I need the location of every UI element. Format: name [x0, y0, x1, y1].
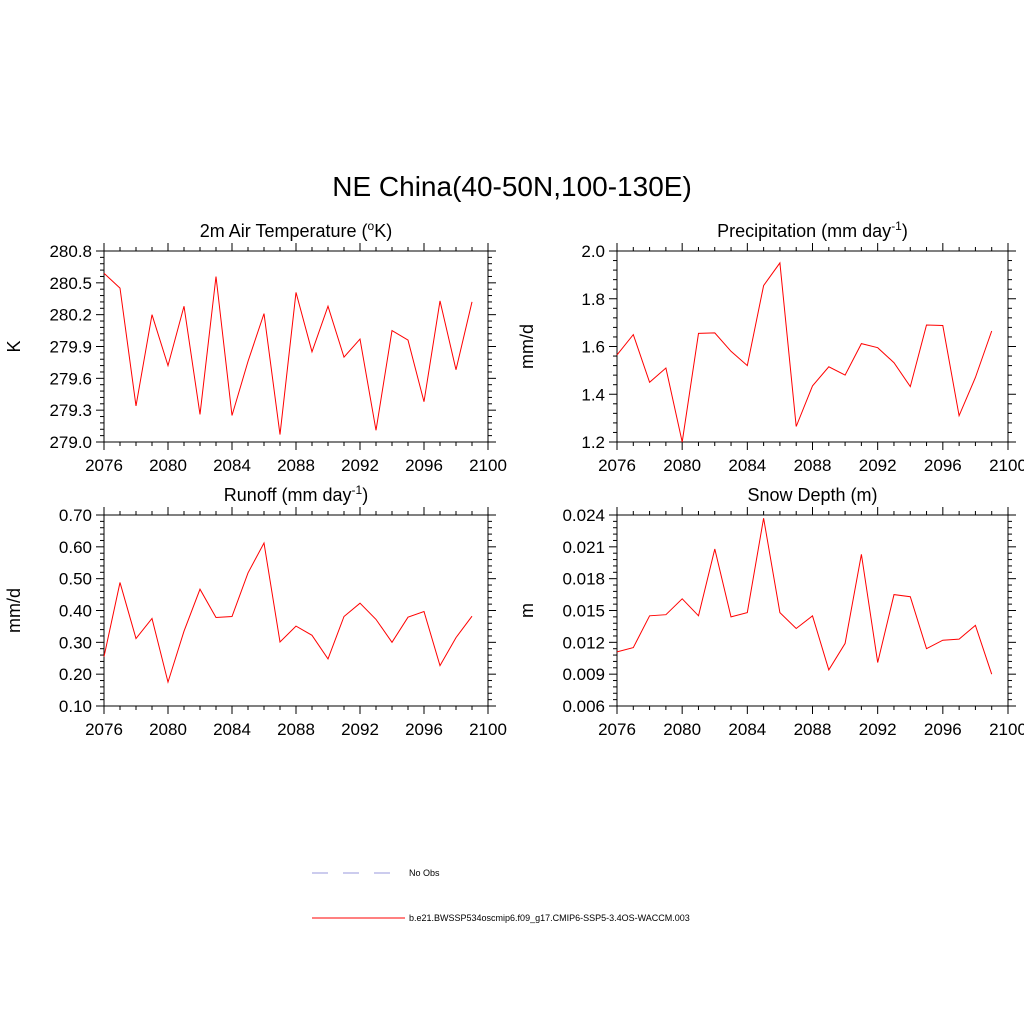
y-tick-label: 1.8: [581, 290, 605, 309]
series-line: [616, 261, 993, 443]
panels: 2m Air Temperature (oK) K 2076 2080 2084 2088…: [4, 219, 1024, 739]
y-tick-label: 280.8: [49, 242, 92, 261]
y-tick-label: 0.20: [59, 665, 92, 684]
y-tick-label: 279.0: [49, 433, 92, 452]
series-line: [103, 272, 473, 435]
x-tick-label: 2088: [794, 720, 832, 739]
panel-title-rest: ): [362, 485, 368, 505]
y-tick-label: 0.006: [562, 697, 605, 716]
y-tick-label: 2.0: [581, 242, 605, 261]
y-axis-label: K: [4, 340, 24, 352]
x-tick-label: 2076: [598, 456, 636, 475]
panel-title-text: Precipitation (mm day: [717, 221, 891, 241]
x-tick-label: 2096: [405, 456, 443, 475]
x-tick-label: 2080: [149, 456, 187, 475]
x-tick-label: 2076: [85, 720, 123, 739]
panel-title-superscript: -1: [352, 483, 363, 497]
y-tick-label: 280.5: [49, 274, 92, 293]
y-tick-label: 0.50: [59, 570, 92, 589]
x-tick-label: 2088: [277, 720, 315, 739]
x-tick-label: 2084: [213, 720, 251, 739]
x-tick-label: 2084: [728, 720, 766, 739]
legend-item-no-obs: No Obs: [312, 868, 440, 878]
y-tick-label: 0.70: [59, 506, 92, 525]
panel-title: 2m Air Temperature (oK): [200, 219, 392, 241]
y-tick-label: 280.2: [49, 306, 92, 325]
plot-frame: [103, 514, 489, 707]
x-tick-label: 2092: [859, 720, 897, 739]
x-tick-label: 2092: [341, 720, 379, 739]
panel-title-rest: ): [902, 221, 908, 241]
y-tick-label: 279.6: [49, 369, 92, 388]
y-tick-label: 1.6: [581, 338, 605, 357]
x-tick-label: 2088: [277, 456, 315, 475]
x-tick-label: 2100: [989, 456, 1024, 475]
x-tick-label: 2100: [469, 720, 507, 739]
main-title: NE China(40-50N,100-130E): [332, 171, 692, 202]
panel-title-superscript: o: [368, 219, 375, 233]
y-tick-label: 0.024: [562, 506, 605, 525]
panel-temperature: 2m Air Temperature (oK) K 2076 2080 2084 2088…: [4, 219, 507, 475]
y-tick-label: 0.30: [59, 633, 92, 652]
series-line: [103, 541, 473, 684]
panel-title: Runoff (mm day-1): [224, 483, 368, 505]
x-tick-label: 2080: [663, 720, 701, 739]
x-tick-label: 2084: [213, 456, 251, 475]
panel-snow-depth: Snow Depth (m) m 2076 2080 2084 2088 2092 2096 2…: [517, 485, 1024, 739]
y-tick-label: 0.015: [562, 602, 605, 621]
panel-title: Snow Depth (m): [747, 485, 877, 505]
x-tick-label: 2096: [405, 720, 443, 739]
legend-label-model-run: b.e21.BWSSP534oscmip6.f09_g17.CMIP6-SSP5…: [409, 913, 690, 923]
panel-title-rest: K): [374, 221, 392, 241]
panel-title-text: Snow Depth (m): [747, 485, 877, 505]
legend: No Obs b.e21.BWSSP534oscmip6.f09_g17.CMI…: [312, 868, 690, 923]
panel-precipitation: Precipitation (mm day-1) mm/d 2076 2080 2084…: [517, 219, 1024, 475]
x-tick-label: 2092: [859, 456, 897, 475]
y-tick-label: 0.021: [562, 538, 605, 557]
x-tick-label: 2096: [924, 720, 962, 739]
x-tick-label: 2080: [149, 720, 187, 739]
plot-frame: [616, 514, 1009, 707]
legend-label-no-obs: No Obs: [409, 868, 440, 878]
x-tick-label: 2076: [598, 720, 636, 739]
panel-title: Precipitation (mm day-1): [717, 219, 908, 241]
panel-title-text: 2m Air Temperature (: [200, 221, 368, 241]
x-tick-label: 2076: [85, 456, 123, 475]
panel-runoff: Runoff (mm day-1) mm/d 2076 2080 2084 2088 209…: [4, 483, 507, 739]
x-tick-label: 2080: [663, 456, 701, 475]
x-tick-label: 2092: [341, 456, 379, 475]
y-axis-label: mm/d: [4, 588, 24, 633]
y-tick-label: 0.009: [562, 665, 605, 684]
legend-item-model-run: b.e21.BWSSP534oscmip6.f09_g17.CMIP6-SSP5…: [312, 913, 690, 923]
x-tick-label: 2096: [924, 456, 962, 475]
x-tick-label: 2088: [794, 456, 832, 475]
y-axis-label: mm/d: [517, 324, 537, 369]
y-tick-label: 0.60: [59, 538, 92, 557]
panel-title-superscript: -1: [891, 219, 902, 233]
x-tick-label: 2084: [728, 456, 766, 475]
y-tick-label: 279.9: [49, 338, 92, 357]
y-tick-label: 0.40: [59, 602, 92, 621]
y-tick-label: 1.2: [581, 433, 605, 452]
series-line: [616, 518, 993, 675]
y-axis-label: m: [517, 603, 537, 618]
y-tick-label: 1.4: [581, 385, 605, 404]
y-tick-label: 0.012: [562, 633, 605, 652]
y-tick-label: 0.10: [59, 697, 92, 716]
y-tick-label: 0.018: [562, 570, 605, 589]
x-tick-label: 2100: [989, 720, 1024, 739]
y-tick-label: 279.3: [49, 401, 92, 420]
panel-title-text: Runoff (mm day: [224, 485, 352, 505]
x-tick-label: 2100: [469, 456, 507, 475]
